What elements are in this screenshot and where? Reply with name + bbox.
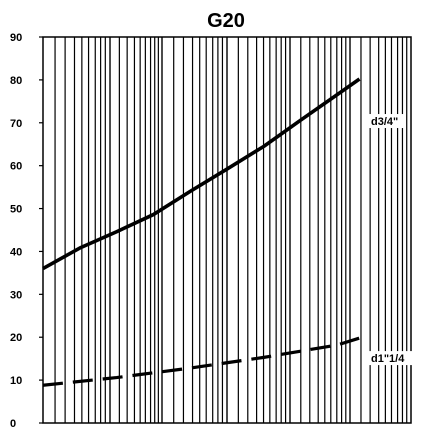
y-tick-label-90: 90 [10,32,22,44]
series-labels: d3/4" d1"1/4 [369,114,413,366]
y-tick-label-40: 40 [10,246,22,258]
title-background [196,8,256,35]
y-tick-label-20: 20 [10,332,22,344]
series-line-0 [42,77,361,271]
y-tick-label-30: 30 [10,289,22,301]
series-label-bg-0 [369,114,406,129]
y-tick-label-80: 80 [10,75,22,87]
series-line-1 [42,336,360,387]
y-tick-label-0: 0 [10,418,16,428]
y-tick-labels: 0 10 20 30 40 50 60 70 80 90 [10,32,43,428]
axes [42,36,412,424]
series-label-0: d3/4" [371,116,398,128]
chart-title: G20 [207,10,245,32]
plot-frame [42,36,412,424]
series-label-bg-1 [369,351,413,366]
y-tick-label-70: 70 [10,118,22,130]
y-tick-label-50: 50 [10,204,22,216]
series-label-1: d1"1/4 [371,353,405,365]
y-tick-label-10: 10 [10,375,22,387]
y-tick-label-60: 60 [10,161,22,173]
series-lines [42,77,361,387]
